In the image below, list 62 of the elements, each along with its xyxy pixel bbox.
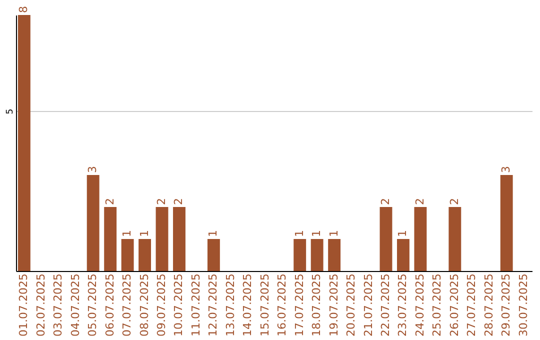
data-label: 2 <box>103 198 116 205</box>
x-tick-label: 25.07.2025 <box>430 274 444 336</box>
x-tick-label: 07.07.2025 <box>120 274 134 336</box>
bar <box>138 239 152 271</box>
x-tick-label: 26.07.2025 <box>448 274 461 336</box>
data-label: 2 <box>172 198 186 205</box>
data-label: 2 <box>378 198 392 205</box>
x-tick-label: 01.07.2025 <box>17 274 30 336</box>
bar <box>414 207 427 271</box>
x-tick-label: 03.07.2025 <box>52 274 65 336</box>
x-tick-label: 27.07.2025 <box>465 274 478 336</box>
bar <box>121 239 134 271</box>
bar <box>104 207 117 271</box>
x-tick-label: 18.07.2025 <box>310 274 324 336</box>
data-label: 1 <box>396 230 410 237</box>
data-label: 1 <box>327 230 340 237</box>
x-tick-label: 22.07.2025 <box>378 274 392 336</box>
x-tick-label: 15.07.2025 <box>258 274 272 336</box>
data-label: 8 <box>17 6 30 13</box>
x-tick-label: 29.07.2025 <box>500 274 513 336</box>
bar <box>156 207 168 271</box>
bar <box>173 207 186 271</box>
x-tick-label: 30.07.2025 <box>516 274 530 336</box>
x-tick-label: 19.07.2025 <box>327 274 340 336</box>
x-tick-label: 02.07.2025 <box>34 274 48 336</box>
x-tick-label: 24.07.2025 <box>413 274 426 336</box>
x-tick-label: 10.07.2025 <box>172 274 186 336</box>
bar <box>310 239 324 271</box>
data-label: 1 <box>292 230 306 237</box>
x-tick-label: 12.07.2025 <box>206 274 220 336</box>
bar <box>328 239 341 271</box>
data-label: 1 <box>138 230 151 237</box>
x-tick-label: 05.07.2025 <box>86 274 100 336</box>
data-label: 1 <box>120 230 134 237</box>
x-tick-label: 20.07.2025 <box>344 274 358 336</box>
bar <box>294 239 306 271</box>
data-label: 3 <box>500 166 513 173</box>
x-tick-label: 09.07.2025 <box>155 274 168 336</box>
data-label: 2 <box>448 198 461 205</box>
x-tick-label: 14.07.2025 <box>241 274 254 336</box>
bar <box>86 175 100 271</box>
data-label: 2 <box>155 198 168 205</box>
x-tick-label: 04.07.2025 <box>68 274 82 336</box>
x-tick-label: 28.07.2025 <box>482 274 496 336</box>
x-tick-label: 06.07.2025 <box>103 274 116 336</box>
y-tick-label: 5 <box>6 108 16 114</box>
x-tick-label: 23.07.2025 <box>396 274 410 336</box>
x-tick-label: 11.07.2025 <box>189 274 202 336</box>
bar <box>380 207 392 271</box>
x-tick-label: 13.07.2025 <box>224 274 237 336</box>
data-label: 1 <box>206 230 220 237</box>
data-label: 3 <box>86 166 100 173</box>
bar <box>448 207 462 271</box>
x-tick-label: 08.07.2025 <box>138 274 151 336</box>
x-tick-label: 16.07.2025 <box>276 274 289 336</box>
bar <box>500 175 513 271</box>
x-tick-label: 17.07.2025 <box>292 274 306 336</box>
data-label: 2 <box>413 198 426 205</box>
bar <box>207 239 220 271</box>
data-label: 1 <box>310 230 324 237</box>
bar <box>396 239 410 271</box>
x-tick-label: 21.07.2025 <box>362 274 375 336</box>
